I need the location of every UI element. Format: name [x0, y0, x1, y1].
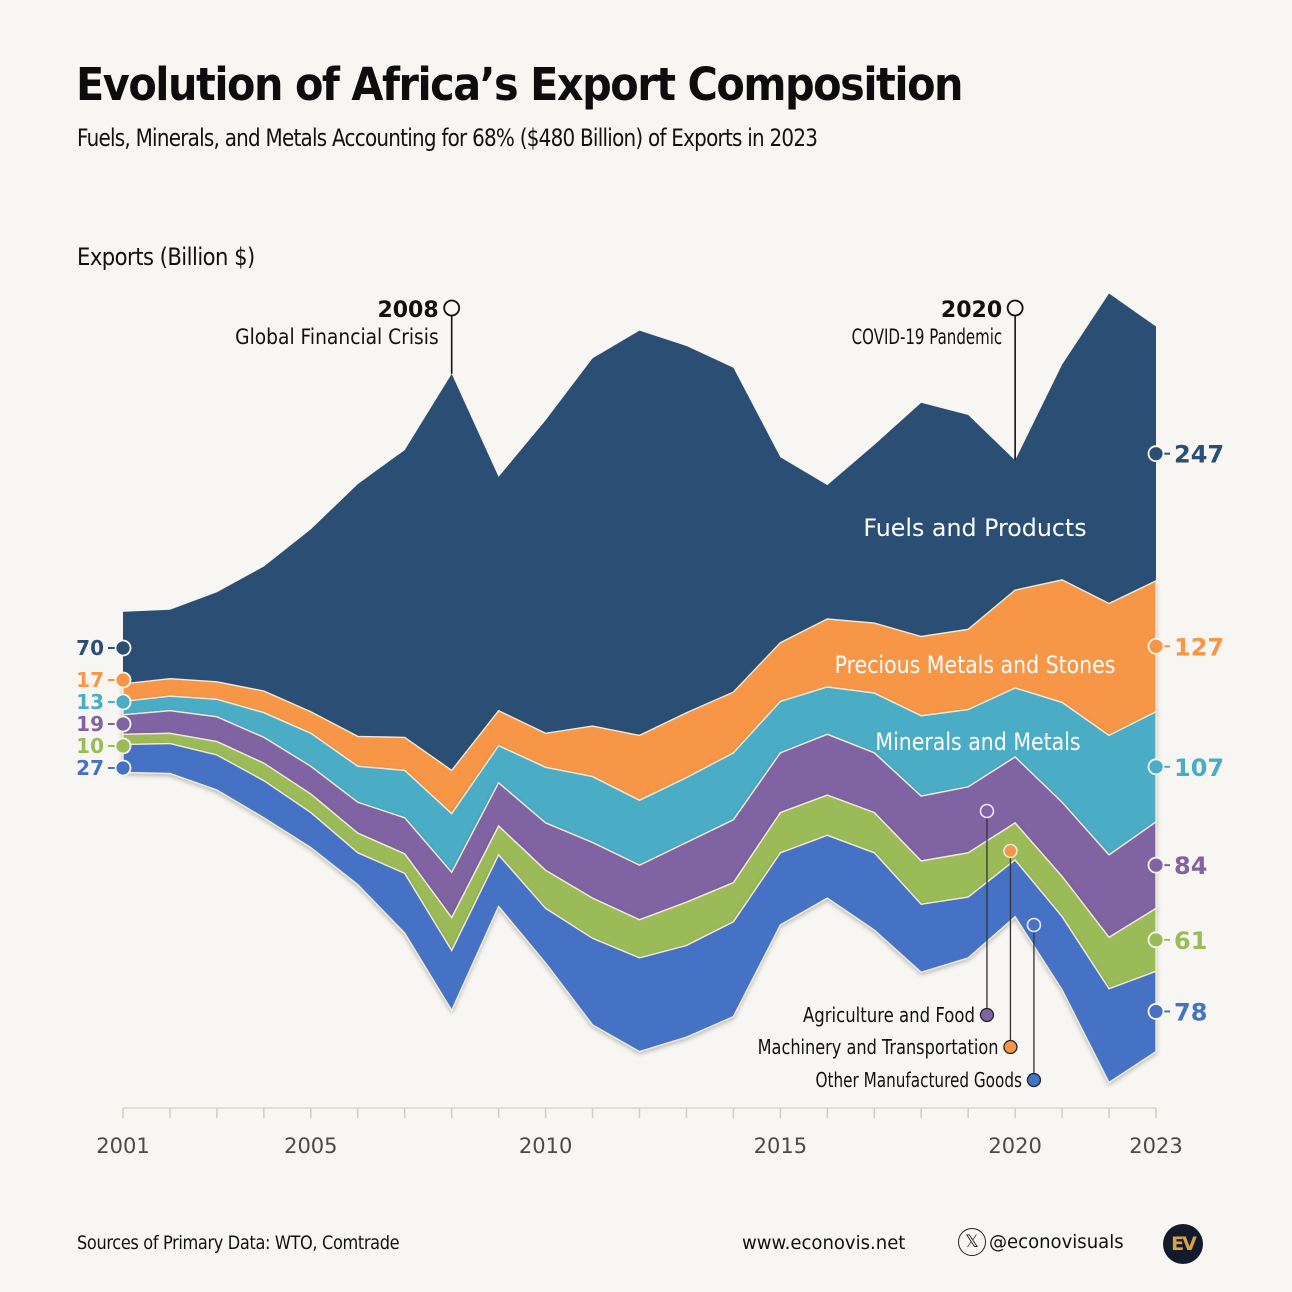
y-axis-label: Exports (Billion $)	[77, 243, 255, 271]
end-value-fuels-and-products: 247	[1174, 441, 1224, 469]
band-label-minerals-and-metals: Minerals and Metals	[875, 728, 1080, 756]
legend: Agriculture and Food Machinery and Transp…	[758, 803, 1042, 1092]
end-marker-fuels-and-products	[1147, 445, 1165, 463]
annotation-year-2020: 2020	[941, 298, 1002, 323]
start-value-precious-metals-and-stones: 17	[76, 668, 104, 692]
end-marker-minerals-and-metals	[1147, 758, 1165, 776]
legend-anchor-marker	[1003, 843, 1018, 859]
legend-dot-other-manufactured-goods	[1026, 1072, 1042, 1088]
start-marker-other-manufactured-goods	[114, 759, 132, 777]
band-label-precious-metals-and-stones: Precious Metals and Stones	[835, 651, 1116, 679]
start-marker-agriculture-and-food	[114, 715, 132, 733]
legend-anchor-marker	[979, 803, 995, 819]
start-value-other-manufactured-goods: 27	[76, 756, 104, 780]
annotation-text-2020: COVID-19 Pandemic	[852, 325, 1002, 349]
end-marker-agriculture-and-food	[1147, 856, 1165, 874]
end-value-machinery-and-transportation: 61	[1174, 927, 1207, 955]
band-labels: Fuels and Products Precious Metals and St…	[835, 514, 1116, 756]
end-value-other-manufactured-goods: 78	[1174, 998, 1207, 1026]
website-link[interactable]: www.econovis.net	[742, 1232, 906, 1254]
start-marker-machinery-and-transportation	[114, 737, 132, 755]
annotation-marker-2008	[443, 299, 461, 317]
legend-dot-machinery-and-transportation	[1003, 1039, 1018, 1055]
stream-layers	[122, 293, 1157, 1084]
end-value-agriculture-and-food: 84	[1174, 852, 1207, 880]
band-other-manufactured-goods	[122, 742, 1157, 1084]
legend-label-other-manufactured-goods: Other Manufactured Goods	[816, 1068, 1022, 1092]
start-marker-minerals-and-metals	[114, 693, 132, 711]
end-value-precious-metals-and-stones: 127	[1174, 633, 1224, 661]
social-handle-text: @econovisuals	[989, 1231, 1124, 1253]
x-logo-icon: 𝕏	[958, 1228, 986, 1256]
chart-subtitle: Fuels, Minerals, and Metals Accounting f…	[77, 124, 818, 152]
x-tick-label: 2010	[519, 1134, 572, 1158]
end-marker-other-manufactured-goods	[1147, 1003, 1165, 1020]
econovis-logo: EV	[1163, 1224, 1203, 1264]
annotation-marker-2020	[1006, 299, 1024, 317]
x-tick-label: 2015	[754, 1134, 807, 1158]
x-tick-label: 2023	[1129, 1134, 1182, 1158]
end-marker-machinery-and-transportation	[1147, 931, 1165, 949]
band-label-fuels-and-products: Fuels and Products	[863, 514, 1086, 542]
start-value-fuels-and-products: 70	[76, 636, 104, 660]
end-marker-precious-metals-and-stones	[1147, 637, 1165, 655]
start-value-minerals-and-metals: 13	[76, 690, 104, 714]
start-marker-precious-metals-and-stones	[114, 671, 132, 689]
legend-label-machinery-and-transportation: Machinery and Transportation	[758, 1035, 999, 1059]
start-value-machinery-and-transportation: 10	[76, 734, 104, 758]
x-axis: 2001 2005 2010 2015 2020 2023	[96, 1107, 1183, 1158]
chart-title: Evolution of Africa’s Export Composition	[76, 58, 964, 111]
legend-dot-agriculture-and-food	[979, 1007, 995, 1023]
end-value-minerals-and-metals: 107	[1174, 754, 1224, 782]
annotation-year-2008: 2008	[377, 298, 438, 323]
legend-anchor-marker	[1026, 917, 1042, 933]
start-marker-fuels-and-products	[114, 639, 132, 657]
band-fuels-and-products	[123, 293, 1156, 771]
source-note: Sources of Primary Data: WTO, Comtrade	[77, 1232, 400, 1254]
x-tick-label: 2005	[284, 1134, 337, 1158]
social-handle[interactable]: 𝕏 @econovisuals	[958, 1228, 1131, 1256]
start-value-agriculture-and-food: 19	[76, 712, 104, 736]
legend-label-agriculture-and-food: Agriculture and Food	[803, 1003, 975, 1027]
x-tick-label: 2001	[96, 1134, 149, 1158]
x-tick-label: 2020	[988, 1134, 1041, 1158]
annotation-text-2008: Global Financial Crisis	[235, 325, 439, 349]
edge-value-labels: 27 78 10 61 19 84 13 107 17 127 70 247	[76, 441, 1224, 1027]
